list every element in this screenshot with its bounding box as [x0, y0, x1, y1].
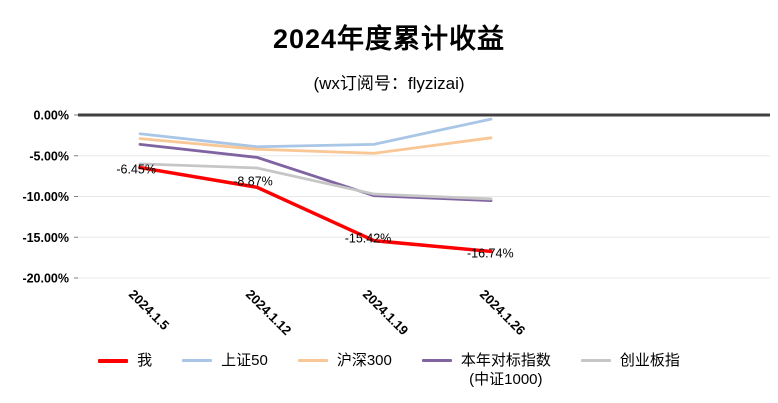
x-axis-tick-label: 2024.1.26 [477, 287, 529, 339]
legend-item: 本年对标指数 (中证1000) [421, 351, 551, 389]
chart-svg: 0.00% -5.00% -10.00% -15.00% -20.00% 2024.1.5… [22, 109, 770, 339]
legend-swatch [297, 359, 328, 362]
legend-label-line1: 上证50 [221, 352, 268, 369]
y-axis-tick-label: 0.00% [34, 109, 69, 123]
legend-item: 我 [98, 351, 152, 370]
y-axis-tick-label: -5.00% [29, 149, 69, 163]
x-axis-tick-label: 2024.1.5 [126, 287, 172, 333]
legend-label: 创业板指 [620, 351, 680, 370]
legend-label-line1: 沪深300 [336, 352, 392, 369]
legend-label-line2: (中证1000) [469, 371, 543, 388]
legend-swatch [580, 359, 611, 362]
x-axis-tick-label: 2024.1.12 [243, 287, 295, 339]
series-line [138, 142, 493, 202]
legend-label: 上证50 [221, 351, 268, 370]
data-label: -15.42% [345, 232, 392, 246]
series-line [138, 136, 493, 155]
legend-swatch [182, 359, 213, 362]
legend-item: 上证50 [182, 351, 268, 370]
data-label: -16.74% [467, 246, 514, 260]
series-line [138, 117, 493, 149]
chart-subtitle: (wx订阅号：flyzizai) [313, 74, 465, 93]
series-line [138, 165, 493, 254]
legend-label-line1: 创业板指 [619, 352, 680, 369]
chart-legend: 我 上证50 沪深300 本年对标指数 (中证1000) 创业板指 [0, 351, 778, 389]
legend-label: 我 [137, 351, 152, 370]
data-label: -8.87% [233, 174, 273, 188]
legend-item: 创业板指 [580, 351, 680, 370]
legend-label-line1: 本年对标指数 [460, 352, 551, 369]
y-axis-tick-label: -20.00% [22, 272, 69, 286]
legend-item: 沪深300 [297, 351, 392, 370]
legend-label: 本年对标指数 (中证1000) [461, 351, 551, 389]
y-axis-tick-label: -15.00% [22, 231, 69, 245]
x-axis-tick-label: 2024.1.19 [360, 287, 412, 339]
legend-swatch [98, 359, 129, 363]
legend-label: 沪深300 [337, 351, 392, 370]
legend-swatch [421, 359, 452, 362]
legend-label-line1: 我 [137, 352, 153, 369]
series-line [138, 162, 493, 201]
y-axis-tick-label: -10.00% [22, 190, 69, 204]
data-label: -6.45% [116, 163, 156, 177]
chart-title: 2024年度累计收益 [272, 24, 506, 54]
